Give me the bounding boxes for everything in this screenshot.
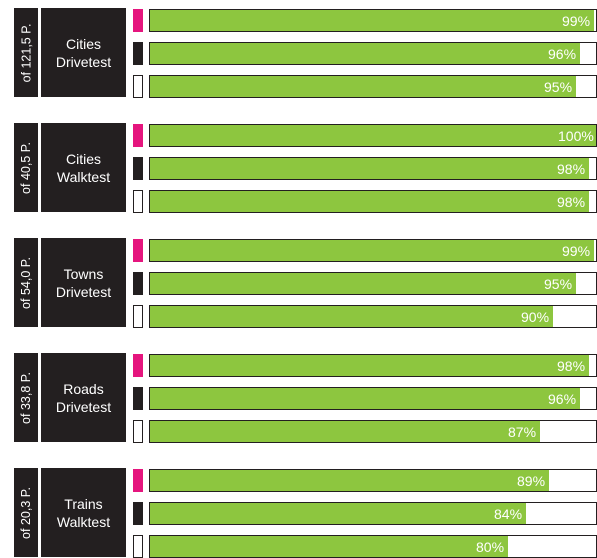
series-legend-mark <box>133 157 143 180</box>
group-label-box: Cities Drivetest <box>41 8 126 97</box>
bar-value-label: 90% <box>521 308 550 325</box>
group-side-box: of 40,5 P. <box>14 123 38 212</box>
bar-value-label: 95% <box>544 275 573 292</box>
bar-value-label: 87% <box>508 423 537 440</box>
bar-track: 100% <box>149 124 597 147</box>
group-side-label: of 54,0 P. <box>19 256 33 309</box>
bar-value-label: 98% <box>557 160 586 177</box>
bar-track: 98% <box>149 190 597 213</box>
bar <box>150 43 580 64</box>
bar <box>150 536 508 557</box>
bar-track: 98% <box>149 354 597 377</box>
bar <box>150 191 589 212</box>
bar <box>150 388 580 409</box>
bar-track: 96% <box>149 387 597 410</box>
group-side-box: of 121,5 P. <box>14 8 38 97</box>
bar <box>150 158 589 179</box>
bar-value-label: 98% <box>557 357 586 374</box>
bar-value-label: 84% <box>494 505 523 522</box>
series-legend-mark <box>133 535 143 558</box>
bar-track: 96% <box>149 42 597 65</box>
group-label: Trains Walktest <box>56 495 111 530</box>
bar-track: 80% <box>149 535 597 558</box>
bar-value-label: 99% <box>562 242 591 259</box>
bar <box>150 273 576 294</box>
group-side-box: of 54,0 P. <box>14 238 38 327</box>
series-legend-mark <box>133 420 143 443</box>
bar-value-label: 98% <box>557 193 586 210</box>
bar <box>150 421 540 442</box>
group-side-label: of 20,3 P. <box>19 486 33 539</box>
group-side-label: of 33,8 P. <box>19 371 33 424</box>
bar-value-label: 100% <box>558 127 594 144</box>
bar-track: 95% <box>149 75 597 98</box>
group-label-box: Trains Walktest <box>41 468 126 557</box>
bar <box>150 10 594 31</box>
bar <box>150 306 553 327</box>
group-label: Roads Drivetest <box>55 380 112 415</box>
series-legend-mark <box>133 75 143 98</box>
bar-track: 95% <box>149 272 597 295</box>
bar <box>150 470 549 491</box>
group-label-box: Cities Walktest <box>41 123 126 212</box>
series-legend-mark <box>133 190 143 213</box>
bar-value-label: 89% <box>517 472 546 489</box>
bar-track: 99% <box>149 9 597 32</box>
bar-track: 98% <box>149 157 597 180</box>
bar-track: 87% <box>149 420 597 443</box>
bar-track: 84% <box>149 502 597 525</box>
series-legend-mark <box>133 42 143 65</box>
group-label: Cities Drivetest <box>55 35 112 70</box>
bar-value-label: 95% <box>544 78 573 95</box>
bar-value-label: 80% <box>476 538 505 555</box>
bar <box>150 355 589 376</box>
series-legend-mark <box>133 502 143 525</box>
bar-value-label: 96% <box>548 390 577 407</box>
series-legend-mark <box>133 272 143 295</box>
bar <box>150 125 596 146</box>
series-legend-mark <box>133 354 143 377</box>
bar <box>150 503 526 524</box>
bar <box>150 76 576 97</box>
group-side-box: of 20,3 P. <box>14 468 38 557</box>
series-legend-mark <box>133 387 143 410</box>
series-legend-mark <box>133 469 143 492</box>
series-legend-mark <box>133 305 143 328</box>
bar-track: 90% <box>149 305 597 328</box>
series-legend-mark <box>133 9 143 32</box>
series-legend-mark <box>133 124 143 147</box>
bar-value-label: 96% <box>548 45 577 62</box>
group-label: Cities Walktest <box>56 150 111 185</box>
group-side-label: of 121,5 P. <box>19 23 34 82</box>
bar-track: 99% <box>149 239 597 262</box>
bar <box>150 240 594 261</box>
group-label-box: Roads Drivetest <box>41 353 126 442</box>
bar-track: 89% <box>149 469 597 492</box>
group-side-box: of 33,8 P. <box>14 353 38 442</box>
group-side-label: of 40,5 P. <box>19 141 33 194</box>
series-legend-mark <box>133 239 143 262</box>
bar-value-label: 99% <box>562 12 591 29</box>
group-label: Towns Drivetest <box>55 265 112 300</box>
group-label-box: Towns Drivetest <box>41 238 126 327</box>
